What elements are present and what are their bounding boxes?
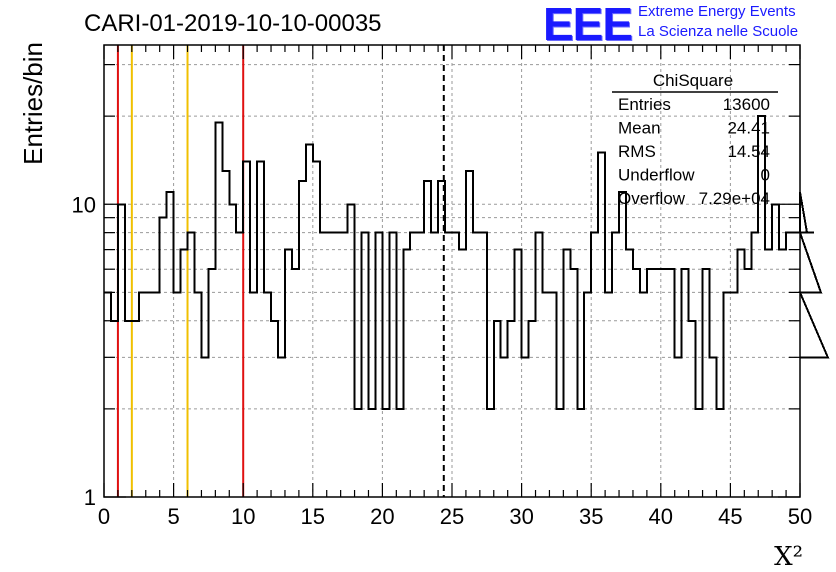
y-axis-label: Entries/bin [18, 42, 48, 165]
stats-title: ChiSquare [653, 71, 733, 90]
x-tick-labels: 0 5 10 15 20 25 30 35 40 45 50 [98, 504, 812, 529]
stats-value: 24.41 [727, 119, 770, 138]
x-tick-label: 35 [579, 504, 603, 529]
stats-rows: Entries 13600 Mean 24.41 RMS 14.54 Underflow 0 O… [618, 95, 770, 208]
x-tick-label: 40 [649, 504, 673, 529]
stats-value: 13600 [723, 95, 770, 114]
stats-box: ChiSquare Entries 13600 Mean 24.41 RMS 14.54 U… [612, 71, 778, 208]
x-axis-label: X² [774, 542, 803, 572]
stats-label: RMS [618, 142, 656, 161]
stats-label: Overflow [618, 189, 686, 208]
stats-value: 0 [761, 166, 770, 185]
stats-value: 7.29e+04 [699, 189, 770, 208]
x-tick-label: 5 [167, 504, 179, 529]
stats-label: Mean [618, 119, 661, 138]
x-tick-label: 20 [370, 504, 394, 529]
logo-subtitle-line2: La Scienza nelle Scuole [638, 23, 799, 40]
x-tick-label: 0 [98, 504, 110, 529]
logo-subtitle-line1: Extreme Energy Events [638, 3, 796, 20]
x-tick-label: 10 [231, 504, 255, 529]
stats-value: 14.54 [727, 142, 770, 161]
x-tick-label: 15 [301, 504, 325, 529]
x-tick-label: 25 [440, 504, 464, 529]
stats-label: Entries [618, 95, 671, 114]
reference-lines [116, 45, 445, 497]
x-tick-label: 45 [718, 504, 742, 529]
x-tick-label: 50 [788, 504, 812, 529]
stats-label: Underflow [618, 166, 695, 185]
y-tick-label: 10 [72, 192, 96, 217]
axis-ticks [103, 45, 801, 498]
histogram-outline [104, 115, 830, 410]
y-tick-label: 1 [84, 485, 96, 510]
eee-logo: EEE [543, 0, 633, 50]
x-tick-label: 30 [509, 504, 533, 529]
y-tick-labels: 1 10 [72, 192, 96, 510]
chart-title: CARI-01-2019-10-10-00035 [84, 10, 382, 37]
